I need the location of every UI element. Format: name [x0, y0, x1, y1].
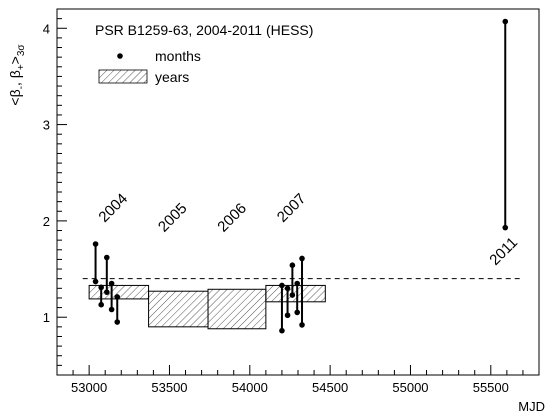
y-label-sub-minus: - — [16, 86, 27, 89]
month-upper-point — [299, 255, 305, 262]
year-annotations: 2004 2005 2006 2007 2011 — [95, 190, 521, 269]
x-tick-label: 55000 — [392, 380, 428, 395]
y-tick-label: 1 — [43, 310, 50, 325]
month-lower-point — [294, 309, 300, 316]
month-lower-point — [299, 322, 305, 328]
year-annotation: 2011 — [486, 234, 521, 269]
x-tick-label: 54500 — [312, 380, 348, 395]
month-upper-point — [289, 262, 296, 269]
month-upper-point — [92, 241, 99, 247]
y-axis: 1 2 3 4 — [43, 18, 67, 366]
year-box — [207, 288, 267, 330]
year-annotation: 2005 — [155, 200, 191, 236]
month-lower-point — [289, 292, 296, 298]
x-tick-label: 54000 — [232, 380, 268, 395]
month-lower-point — [279, 327, 285, 334]
x-axis-label: MJD — [518, 399, 545, 414]
y-axis-label: <β-, β+>3σ — [7, 44, 27, 106]
y-label-sub-plus: + — [16, 64, 27, 70]
month-lower-point — [98, 301, 104, 308]
legend-years-swatch — [98, 69, 148, 84]
legend: months years — [98, 48, 201, 85]
month-upper-point — [104, 254, 110, 261]
y-label-sub-sigma: 3σ — [16, 44, 27, 57]
legend-months-marker — [117, 53, 123, 59]
year-box — [265, 284, 326, 303]
month-lower-point — [502, 224, 509, 231]
month-lower-point — [92, 278, 99, 285]
month-points — [92, 18, 509, 334]
month-upper-point — [284, 285, 291, 292]
y-tick-label: 2 — [43, 214, 50, 229]
y-tick-label: 4 — [43, 21, 50, 36]
y-tick-label: 3 — [43, 118, 50, 133]
legend-years-label: years — [155, 69, 189, 85]
month-upper-point — [279, 282, 285, 289]
month-upper-point — [98, 284, 104, 291]
month-upper-point — [502, 18, 509, 25]
year-annotation: 2004 — [95, 190, 131, 226]
year-annotation: 2006 — [214, 200, 250, 236]
y-label-main: <β — [7, 89, 23, 105]
x-tick-label: 53000 — [71, 380, 107, 395]
month-lower-point — [284, 312, 291, 319]
month-upper-point — [294, 280, 300, 287]
month-lower-point — [114, 319, 121, 325]
x-tick-label: 53500 — [151, 380, 187, 395]
year-box — [148, 290, 209, 328]
year-boxes — [88, 284, 326, 330]
month-lower-point — [104, 289, 110, 295]
x-tick-label: 55500 — [473, 380, 509, 395]
month-lower-point — [108, 306, 115, 313]
y-label-tail: > — [7, 56, 23, 64]
chart-title: PSR B1259-63, 2004-2011 (HESS) — [95, 22, 313, 38]
month-upper-point — [108, 280, 115, 287]
legend-months-label: months — [155, 48, 201, 64]
x-axis: 53000 53500 54000 54500 55000 55500 — [56, 365, 540, 395]
month-upper-point — [114, 294, 121, 300]
y-label-mid: , β — [7, 70, 23, 86]
year-annotation: 2007 — [274, 190, 310, 226]
